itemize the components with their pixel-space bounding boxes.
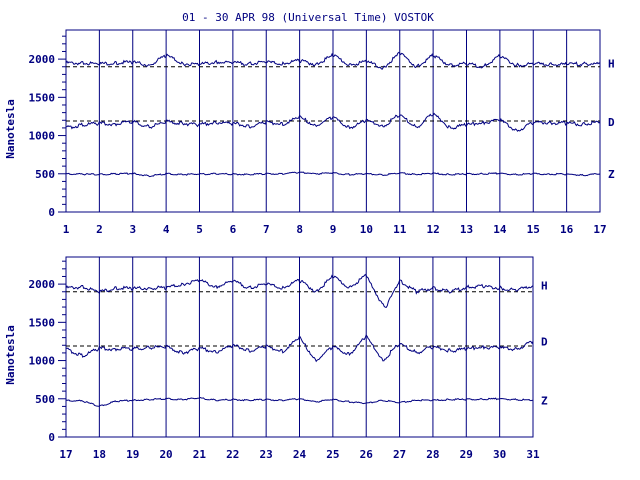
x-tick-label: 31 [526,448,540,461]
x-tick-label: 10 [360,223,373,236]
series-label-z: Z [541,394,548,407]
series-line-z [66,171,601,178]
x-tick-label: 20 [159,448,172,461]
chart-panel: 1 2 3 4 5 6 7 8 9 10 11 12 13 14 15 16 17050010001500200… [4,29,615,236]
x-tick-label: 24 [293,448,307,461]
x-tick-label: 27 [393,448,406,461]
x-tick-label: 13 [460,223,473,236]
y-tick-label: 1000 [29,130,56,143]
x-tick-label: 26 [360,448,374,461]
chart-title: 01 - 30 APR 98 (Universal Time) VOSTOK [182,11,434,24]
y-tick-label: 1500 [29,316,56,329]
x-tick-label: 23 [260,448,273,461]
x-tick-label: 1 [63,223,70,236]
x-tick-label: 25 [326,448,339,461]
y-tick-label: 1500 [29,91,56,104]
x-tick-label: 7 [263,223,270,236]
series-label-h: H [608,58,615,71]
x-tick-label: 12 [427,223,440,236]
x-tick-label: 4 [163,223,170,236]
x-tick-label: 21 [193,448,207,461]
y-tick-label: 0 [48,206,55,219]
x-tick-label: 29 [460,448,473,461]
x-tick-label: 5 [196,223,203,236]
series-line-d [65,334,534,363]
y-tick-label: 2000 [29,278,56,291]
y-tick-label: 500 [35,393,55,406]
x-tick-label: 2 [96,223,103,236]
series-label-z: Z [608,168,615,181]
x-tick-label: 22 [226,448,239,461]
series-line-h [65,51,601,71]
x-tick-label: 11 [393,223,407,236]
x-tick-label: 15 [527,223,540,236]
series-label-d: D [608,116,615,129]
y-axis-label: Nanotesla [4,99,17,159]
y-tick-label: 500 [35,168,55,181]
x-tick-label: 8 [296,223,303,236]
x-tick-label: 16 [560,223,574,236]
y-tick-label: 2000 [29,53,56,66]
y-tick-label: 1000 [29,355,56,368]
series-label-h: H [541,280,548,293]
x-tick-label: 3 [129,223,136,236]
x-tick-label: 6 [230,223,237,236]
y-axis-label: Nanotesla [4,325,17,385]
x-tick-label: 19 [126,448,139,461]
x-tick-label: 9 [330,223,337,236]
x-tick-label: 17 [59,448,72,461]
x-tick-label: 28 [426,448,439,461]
x-tick-label: 30 [493,448,506,461]
x-tick-label: 14 [493,223,507,236]
series-line-h [65,273,534,308]
chart-panel: 17 18 19 20 21 22 23 24 25 26 27 28 29 30 31 0 500 1000 15… [4,256,548,461]
x-tick-label: 18 [93,448,106,461]
y-tick-label: 0 [48,431,55,444]
series-label-d: D [541,335,548,348]
series-line-z [65,396,534,407]
series-line-d [65,112,601,132]
x-tick-label: 17 [593,223,606,236]
